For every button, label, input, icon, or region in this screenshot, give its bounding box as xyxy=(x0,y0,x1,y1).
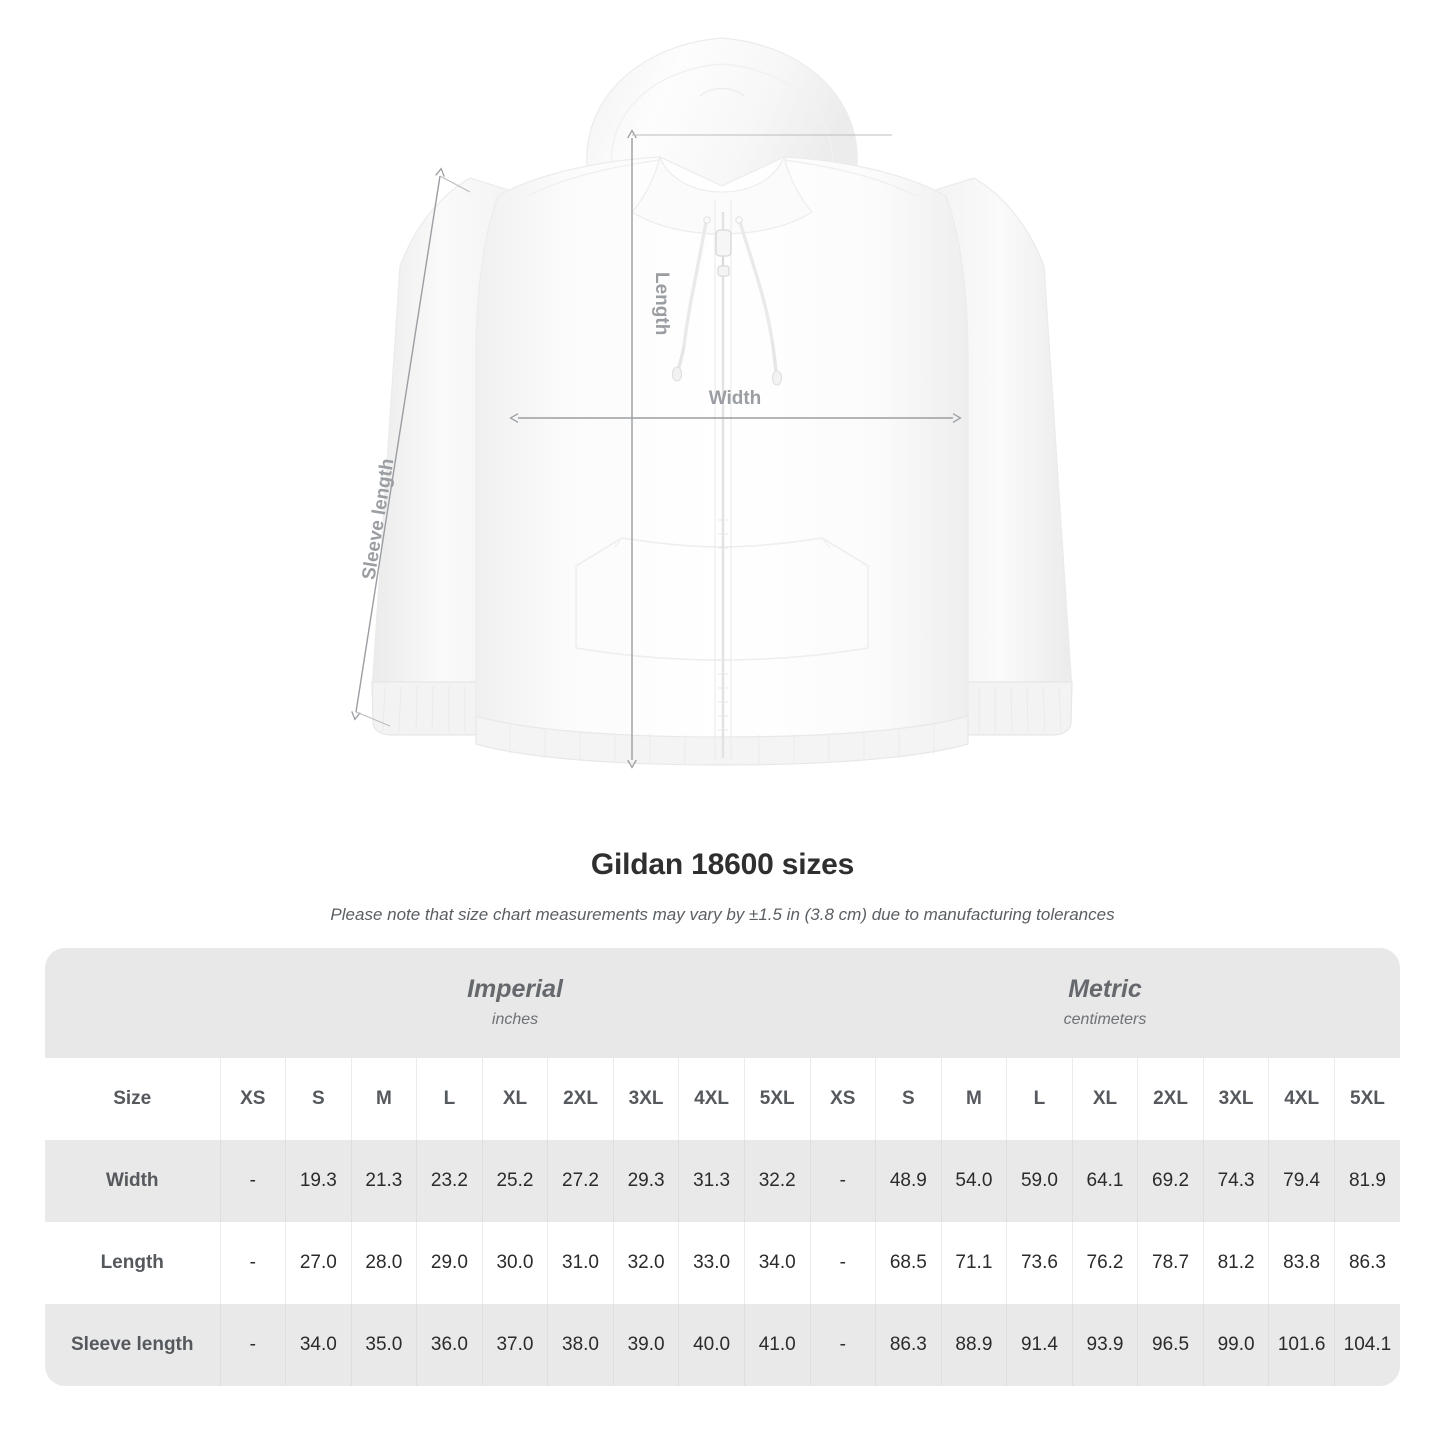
cell-imperial: 34.0 xyxy=(285,1304,352,1386)
cell-metric: 48.9 xyxy=(875,1140,942,1222)
cell-imperial: - xyxy=(219,1304,286,1386)
cell-imperial: 31.0 xyxy=(547,1222,614,1304)
unit-subtitle: inches xyxy=(491,1011,539,1028)
unit-header-row: Imperial inches Metric centimeters xyxy=(45,948,1400,1058)
cell-imperial: 29.0 xyxy=(416,1222,483,1304)
size-header-metric-xl: XL xyxy=(1071,1058,1138,1140)
size-header-imperial-xl: XL xyxy=(481,1058,548,1140)
tolerance-note: Please note that size chart measurements… xyxy=(330,905,1115,924)
size-chart-table-container: Imperial inches Metric centimeters Size XS S M L… xyxy=(45,948,1400,1386)
size-header-imperial-5xl: 5XL xyxy=(743,1058,811,1140)
cell-metric: - xyxy=(809,1140,876,1222)
cell-imperial: 25.2 xyxy=(481,1140,548,1222)
cell-metric: 81.2 xyxy=(1202,1222,1269,1304)
cell-metric: 86.3 xyxy=(1333,1222,1400,1304)
table-row: Length -27.0 28.0 29.0 30.0 31.0 32.0 33.0 34.0-… xyxy=(45,1222,1400,1304)
cell-imperial: 33.0 xyxy=(678,1222,745,1304)
garment-illustration: Length Width Sleeve length xyxy=(351,37,1073,769)
cell-imperial: 30.0 xyxy=(481,1222,548,1304)
row-label-width: Width xyxy=(45,1140,220,1222)
cell-imperial: 31.3 xyxy=(678,1140,745,1222)
cell-metric: 73.6 xyxy=(1006,1222,1073,1304)
cell-imperial: 40.0 xyxy=(678,1304,745,1386)
cell-metric: 69.2 xyxy=(1137,1140,1204,1222)
page-title: Gildan 18600 sizes xyxy=(590,848,855,881)
cell-metric: 68.5 xyxy=(875,1222,942,1304)
cell-imperial: 36.0 xyxy=(416,1304,483,1386)
cell-metric: 79.4 xyxy=(1268,1140,1335,1222)
unit-name: Imperial xyxy=(467,975,563,1003)
size-header-metric-2xl: 2XL xyxy=(1137,1058,1204,1140)
cell-imperial: 27.0 xyxy=(285,1222,352,1304)
cell-metric: 91.4 xyxy=(1006,1304,1073,1386)
cell-imperial: 28.0 xyxy=(350,1222,417,1304)
size-column-header: Size xyxy=(45,1058,220,1140)
unit-header-spacer xyxy=(45,948,220,1058)
cell-metric: 54.0 xyxy=(940,1140,1007,1222)
size-header-imperial-m: M xyxy=(350,1058,417,1140)
cell-imperial: 21.3 xyxy=(350,1140,417,1222)
cell-imperial: 29.3 xyxy=(612,1140,679,1222)
cell-metric: 71.1 xyxy=(940,1222,1007,1304)
cell-imperial: 39.0 xyxy=(612,1304,679,1386)
size-header-metric-5xl: 5XL xyxy=(1333,1058,1400,1140)
cell-metric: 64.1 xyxy=(1071,1140,1138,1222)
cell-imperial: 27.2 xyxy=(547,1140,614,1222)
cell-imperial: 35.0 xyxy=(350,1304,417,1386)
cell-metric: 104.1 xyxy=(1333,1304,1400,1386)
width-label: Width xyxy=(709,388,762,409)
row-label-length: Length xyxy=(45,1222,220,1304)
length-measurement: Length xyxy=(627,129,892,769)
cell-metric: 59.0 xyxy=(1006,1140,1073,1222)
cell-metric: 81.9 xyxy=(1333,1140,1400,1222)
cell-imperial: 37.0 xyxy=(481,1304,548,1386)
cell-imperial: 32.2 xyxy=(743,1140,811,1222)
size-header-imperial-s: S xyxy=(285,1058,352,1140)
cell-metric: - xyxy=(809,1304,876,1386)
cell-imperial: - xyxy=(219,1222,286,1304)
width-measurement: Width xyxy=(509,388,962,423)
unit-header-metric: Metric centimeters xyxy=(810,948,1400,1058)
cell-imperial: 32.0 xyxy=(612,1222,679,1304)
cell-imperial: 23.2 xyxy=(416,1140,483,1222)
size-chart-table: Imperial inches Metric centimeters Size XS S M L… xyxy=(45,948,1400,1386)
size-header-metric-l: L xyxy=(1006,1058,1073,1140)
size-header-imperial-4xl: 4XL xyxy=(678,1058,745,1140)
size-header-metric-xs: XS xyxy=(809,1058,876,1140)
length-label: Length xyxy=(651,272,672,335)
cell-imperial: 34.0 xyxy=(743,1222,811,1304)
size-header-metric-4xl: 4XL xyxy=(1268,1058,1335,1140)
cell-imperial: 19.3 xyxy=(285,1140,352,1222)
cell-metric: 74.3 xyxy=(1202,1140,1269,1222)
cell-metric: 96.5 xyxy=(1137,1304,1204,1386)
size-header-imperial-3xl: 3XL xyxy=(612,1058,679,1140)
unit-name: Metric xyxy=(1068,975,1142,1003)
unit-header-imperial: Imperial inches xyxy=(220,948,811,1058)
size-header-imperial-2xl: 2XL xyxy=(547,1058,614,1140)
unit-subtitle: centimeters xyxy=(1063,1011,1147,1028)
cell-metric: 93.9 xyxy=(1071,1304,1138,1386)
size-header-imperial-l: L xyxy=(416,1058,483,1140)
cell-imperial: 41.0 xyxy=(743,1304,811,1386)
cell-imperial: 38.0 xyxy=(547,1304,614,1386)
size-header-metric-s: S xyxy=(875,1058,942,1140)
size-header-imperial-xs: XS xyxy=(219,1058,286,1140)
title-block: Gildan 18600 sizes Please note that size… xyxy=(0,845,1445,927)
cell-metric: 76.2 xyxy=(1071,1222,1138,1304)
size-header-metric-3xl: 3XL xyxy=(1202,1058,1269,1140)
size-header-row: Size XS S M L XL 2XL 3XL 4XL 5XL XS S M L XL 2XL 3XL 4XL 5… xyxy=(45,1058,1400,1140)
cell-metric: 83.8 xyxy=(1268,1222,1335,1304)
table-row: Width -19.3 21.3 23.2 25.2 27.2 29.3 31.3 32.2-4… xyxy=(45,1140,1400,1222)
cell-metric: 86.3 xyxy=(875,1304,942,1386)
table-row: Sleeve length -34.0 35.0 36.0 37.0 38.0 39.0 40… xyxy=(45,1304,1400,1386)
cell-metric: 99.0 xyxy=(1202,1304,1269,1386)
cell-metric: 78.7 xyxy=(1137,1222,1204,1304)
row-label-sleeve-length: Sleeve length xyxy=(45,1304,220,1386)
cell-metric: 88.9 xyxy=(940,1304,1007,1386)
cell-imperial: - xyxy=(219,1140,286,1222)
cell-metric: - xyxy=(809,1222,876,1304)
cell-metric: 101.6 xyxy=(1268,1304,1335,1386)
size-header-metric-m: M xyxy=(940,1058,1007,1140)
